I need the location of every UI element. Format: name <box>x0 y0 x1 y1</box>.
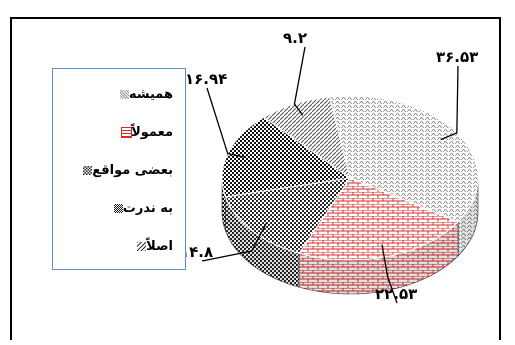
legend-label-1: معمولاً <box>131 124 173 140</box>
legend-swatch-3 <box>113 203 123 213</box>
pie-side-shade-2 <box>225 196 300 288</box>
data-label-4: ۹.۲ <box>283 29 308 47</box>
legend-label-2: بعضی مواقع <box>92 162 173 178</box>
chart-frame <box>10 17 501 340</box>
pie-side-shade-0 <box>458 178 478 256</box>
legend-label-3: به ندرت <box>122 200 173 216</box>
leader-line-3 <box>206 87 247 159</box>
data-label-1: ۲۲.۵۳ <box>375 285 418 303</box>
legend-item-0: همیشه <box>116 83 173 105</box>
pie-slice-1 <box>298 177 460 261</box>
legend-item-2: بعضی مواقع <box>79 159 173 181</box>
pie-tops <box>221 95 479 261</box>
legend-swatch-0 <box>119 89 129 99</box>
data-label-0: ۳۶.۵۳ <box>436 48 479 66</box>
legend-swatch-1 <box>121 126 133 138</box>
legend-swatch-2 <box>83 165 93 175</box>
legend-swatch-4 <box>137 241 147 251</box>
pie-leaders <box>201 46 459 304</box>
leader-line-0 <box>440 65 459 141</box>
pie-slice-2 <box>224 177 352 254</box>
legend-item-3: به ندرت <box>110 197 173 219</box>
legend: همیشه معمولاً بعضی مواقع به ندرت اصلاً <box>52 68 186 270</box>
leader-line-2 <box>201 222 268 262</box>
legend-item-1: معمولاً <box>118 121 173 143</box>
data-label-2: ۱۴.۸ <box>180 243 214 261</box>
legend-label-0: همیشه <box>128 86 173 102</box>
leader-line-1 <box>381 244 398 304</box>
legend-item-4: اصلاً <box>133 235 173 257</box>
legend-label-4: اصلاً <box>146 238 173 254</box>
leader-line-4 <box>293 46 306 116</box>
data-label-3: ۱۶.۹۴ <box>185 70 228 88</box>
pie-side-shade-3 <box>222 178 226 231</box>
